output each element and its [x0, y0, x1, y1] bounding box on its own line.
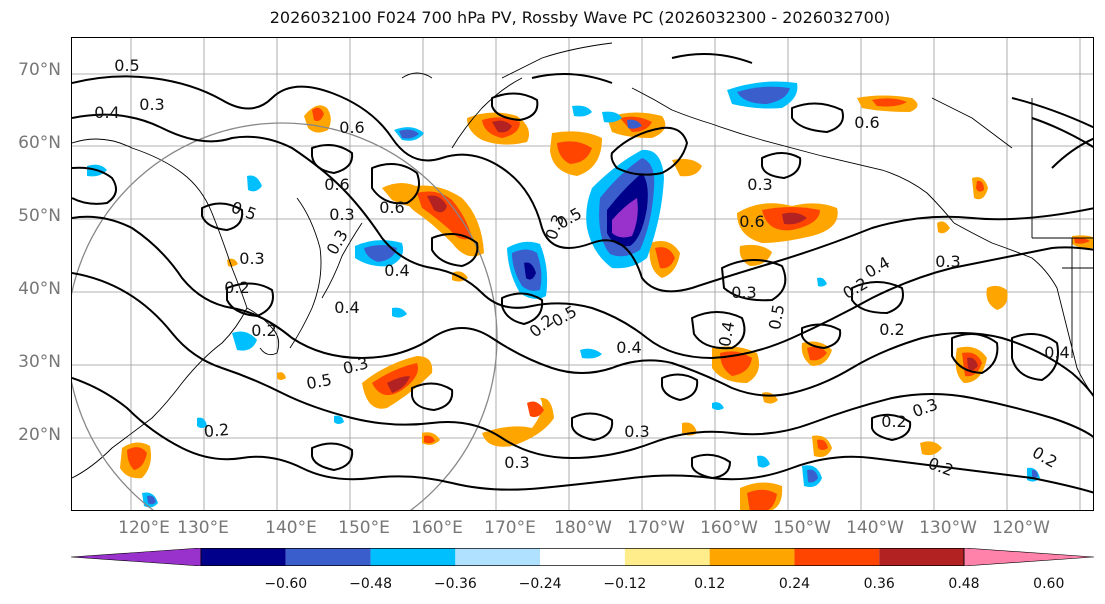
colorbar-segment — [71, 548, 202, 566]
reference-circle — [72, 122, 498, 510]
colorbar-tick-label: 0.24 — [778, 576, 811, 592]
contour-label: 0.6 — [339, 118, 364, 137]
lon-label: 120°E — [118, 518, 170, 538]
contour-label: 0.4 — [94, 103, 119, 122]
colorbar-segment — [879, 548, 964, 566]
contour-label: 0.5 — [229, 198, 259, 225]
contour-label: 0.2 — [879, 320, 904, 339]
contour-label: 0.6 — [324, 175, 349, 194]
colorbar-tick-label: −0.60 — [264, 576, 308, 592]
pv-contours — [72, 53, 1093, 494]
contour-label: 0.4 — [1044, 343, 1069, 362]
lon-label: 170°E — [484, 518, 536, 538]
lon-label: 130°W — [919, 518, 977, 538]
lat-label: 30°N — [18, 352, 61, 372]
contour-label: 0.2 — [881, 412, 906, 431]
contour-label: 0.6 — [379, 198, 404, 217]
contour-label: 0.4 — [861, 253, 893, 282]
lon-label: 140°E — [265, 518, 317, 538]
colorbar-segment — [201, 548, 286, 566]
lon-label: 140°W — [846, 518, 904, 538]
figure-title: 2026032100 F024 700 hPa PV, Rossby Wave … — [269, 8, 891, 27]
colorbar-tick-label: 0.60 — [1033, 576, 1065, 592]
lon-label: 170°W — [627, 518, 685, 538]
colorbar-segment — [540, 548, 625, 566]
lat-label: 50°N — [18, 206, 61, 226]
contour-label: 0.3 — [504, 453, 529, 472]
colorbar-segment — [455, 548, 541, 566]
contour-label: 0.2 — [251, 321, 276, 340]
lon-label: 160°E — [411, 518, 463, 538]
colorbar-segment — [285, 548, 371, 566]
lon-label: 150°E — [338, 518, 390, 538]
pv-shading — [87, 81, 1093, 510]
colorbar-frame — [200, 548, 965, 566]
contour-label: 0.2 — [1029, 443, 1061, 472]
lat-label: 60°N — [18, 133, 61, 153]
contour-label: 0.3 — [323, 226, 352, 258]
contour-label: 0.3 — [329, 205, 354, 224]
contour-label: 0.4 — [616, 338, 641, 357]
coastlines — [72, 42, 1093, 479]
contour-label: 0.3 — [935, 252, 960, 271]
contour-label: 0.3 — [139, 95, 164, 114]
colorbar-tick-label: −0.36 — [433, 576, 477, 592]
contour-label: 0.4 — [384, 261, 409, 280]
colorbar-tick-label: −0.24 — [518, 576, 562, 592]
colorbar-segment — [963, 548, 1094, 566]
contour-label: 0.5 — [305, 370, 333, 393]
contour-labels: 0.50.4 0.30.60.5 0.30.60.30.40.20.60.50.20… — [94, 56, 1069, 480]
colorbar-segment — [794, 548, 880, 566]
contour-label: 0.3 — [624, 422, 649, 441]
colorbar-segment — [370, 548, 456, 566]
lat-label: 40°N — [18, 279, 61, 299]
lon-label: 120°W — [992, 518, 1050, 538]
contour-label: 0.6 — [854, 113, 879, 132]
contour-label: 0.4 — [715, 320, 738, 348]
colorbar-tick-label: −0.12 — [603, 576, 647, 592]
colorbar-tick-label: 0.36 — [863, 576, 895, 592]
map-panel: 0.5 0.4 0.3 0.6 0.5 0.3 0.6 0.3 0.4 0.2 0.6 0.5 0.2 0… — [71, 37, 1094, 511]
contour-label: 0.3 — [239, 249, 264, 268]
colorbar-segment — [709, 548, 795, 566]
contour-label: 0.5 — [765, 303, 788, 331]
colorbar — [71, 548, 1094, 566]
contour-label: 0.2 — [224, 278, 249, 297]
positive-anomalies — [120, 95, 1093, 510]
colorbar-tick-label: 0.48 — [948, 576, 980, 592]
contour-label: 0.3 — [747, 175, 772, 194]
lon-label: 150°W — [773, 518, 831, 538]
lat-label: 20°N — [18, 425, 61, 445]
contour-label: 0.3 — [910, 395, 940, 422]
contour-label: 0.2 — [926, 454, 956, 481]
lon-label: 160°W — [700, 518, 758, 538]
contour-label: 0.2 — [203, 420, 230, 441]
colorbar-tick-label: 0.12 — [694, 576, 726, 592]
contour-label: 0.5 — [114, 56, 139, 75]
colorbar-tick-label: −0.48 — [349, 576, 392, 592]
lat-label: 70°N — [18, 60, 61, 80]
contour-label: 0.6 — [739, 212, 764, 231]
contour-label: 0.3 — [731, 283, 756, 302]
colorbar-segment — [624, 548, 710, 566]
contour-label: 0.2 — [839, 274, 871, 303]
lon-label: 130°E — [177, 518, 229, 538]
contour-label: 0.4 — [334, 298, 359, 317]
pv-map: 0.50.4 0.30.60.5 0.30.60.30.40.20.60.50.20… — [72, 38, 1093, 510]
lon-label: 180°W — [554, 518, 612, 538]
negative-anomalies — [87, 81, 1040, 508]
